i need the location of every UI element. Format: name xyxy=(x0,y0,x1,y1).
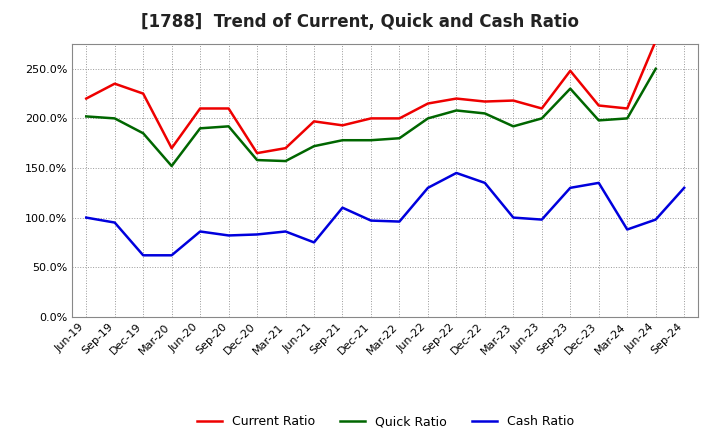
Quick Ratio xyxy=(623,116,631,121)
Quick Ratio xyxy=(310,143,318,149)
Current Ratio xyxy=(167,146,176,151)
Current Ratio xyxy=(253,150,261,156)
Cash Ratio xyxy=(253,232,261,237)
Cash Ratio xyxy=(537,217,546,222)
Line: Current Ratio: Current Ratio xyxy=(86,41,656,153)
Quick Ratio xyxy=(282,158,290,164)
Current Ratio xyxy=(423,101,432,106)
Current Ratio xyxy=(139,91,148,96)
Current Ratio xyxy=(282,146,290,151)
Current Ratio xyxy=(509,98,518,103)
Text: [1788]  Trend of Current, Quick and Cash Ratio: [1788] Trend of Current, Quick and Cash … xyxy=(141,13,579,31)
Quick Ratio xyxy=(225,124,233,129)
Quick Ratio xyxy=(395,136,404,141)
Quick Ratio xyxy=(366,138,375,143)
Cash Ratio xyxy=(566,185,575,191)
Cash Ratio xyxy=(167,253,176,258)
Quick Ratio xyxy=(423,116,432,121)
Quick Ratio xyxy=(253,158,261,163)
Quick Ratio xyxy=(139,131,148,136)
Current Ratio xyxy=(366,116,375,121)
Cash Ratio xyxy=(366,218,375,223)
Current Ratio xyxy=(452,96,461,101)
Quick Ratio xyxy=(196,126,204,131)
Quick Ratio xyxy=(82,114,91,119)
Quick Ratio xyxy=(452,108,461,113)
Quick Ratio xyxy=(480,111,489,116)
Legend: Current Ratio, Quick Ratio, Cash Ratio: Current Ratio, Quick Ratio, Cash Ratio xyxy=(192,411,579,433)
Cash Ratio xyxy=(480,180,489,186)
Cash Ratio xyxy=(423,185,432,191)
Quick Ratio xyxy=(338,138,347,143)
Current Ratio xyxy=(537,106,546,111)
Cash Ratio xyxy=(282,229,290,234)
Line: Cash Ratio: Cash Ratio xyxy=(86,173,684,255)
Line: Quick Ratio: Quick Ratio xyxy=(86,69,656,166)
Current Ratio xyxy=(480,99,489,104)
Cash Ratio xyxy=(452,170,461,176)
Current Ratio xyxy=(310,119,318,124)
Cash Ratio xyxy=(595,180,603,186)
Current Ratio xyxy=(652,38,660,44)
Quick Ratio xyxy=(537,116,546,121)
Cash Ratio xyxy=(225,233,233,238)
Current Ratio xyxy=(566,68,575,73)
Quick Ratio xyxy=(509,124,518,129)
Current Ratio xyxy=(395,116,404,121)
Cash Ratio xyxy=(680,185,688,191)
Current Ratio xyxy=(595,103,603,108)
Cash Ratio xyxy=(110,220,119,225)
Cash Ratio xyxy=(310,240,318,245)
Current Ratio xyxy=(82,96,91,101)
Cash Ratio xyxy=(82,215,91,220)
Cash Ratio xyxy=(509,215,518,220)
Cash Ratio xyxy=(395,219,404,224)
Quick Ratio xyxy=(652,66,660,71)
Current Ratio xyxy=(225,106,233,111)
Quick Ratio xyxy=(595,118,603,123)
Current Ratio xyxy=(110,81,119,86)
Current Ratio xyxy=(623,106,631,111)
Cash Ratio xyxy=(338,205,347,210)
Current Ratio xyxy=(338,123,347,128)
Quick Ratio xyxy=(110,116,119,121)
Cash Ratio xyxy=(196,229,204,234)
Current Ratio xyxy=(196,106,204,111)
Cash Ratio xyxy=(652,217,660,222)
Quick Ratio xyxy=(167,163,176,169)
Quick Ratio xyxy=(566,86,575,91)
Cash Ratio xyxy=(139,253,148,258)
Cash Ratio xyxy=(623,227,631,232)
